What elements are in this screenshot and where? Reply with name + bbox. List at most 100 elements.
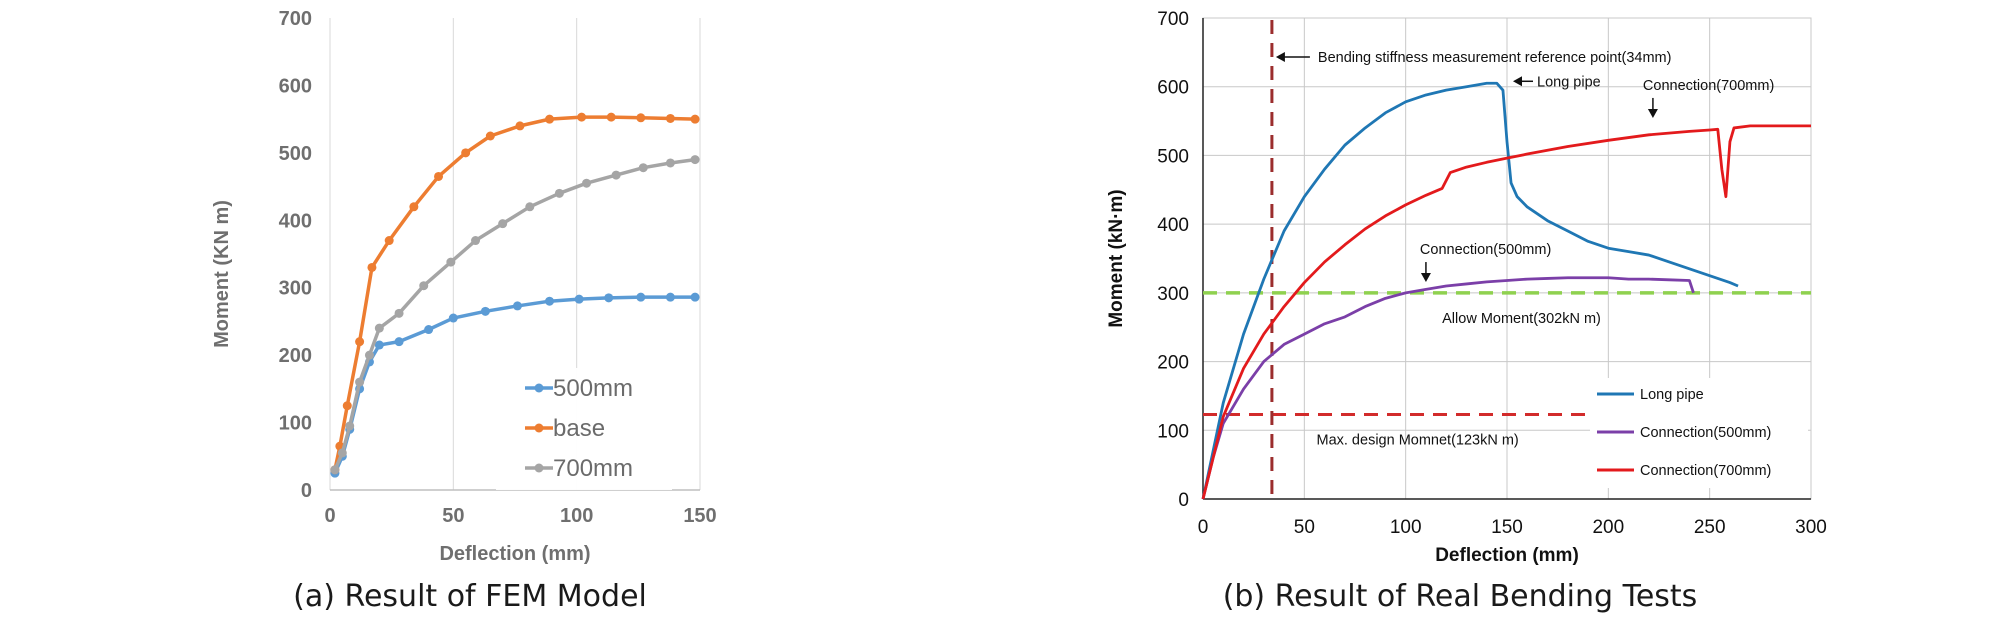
y-tick-label: 100 (279, 413, 312, 435)
data-point (342, 401, 352, 411)
series-line-connection-700mm- (1201, 124, 1811, 500)
x-tick-label: 50 (442, 505, 464, 527)
annotation-arrowhead (1275, 52, 1285, 62)
annotation-arrowhead (1647, 108, 1658, 118)
data-point (665, 113, 675, 123)
y-tick-label: 200 (1157, 353, 1189, 374)
legend-marker (534, 463, 544, 473)
legend-marker (534, 423, 544, 433)
annotation-arrowhead (1420, 273, 1431, 283)
legend-label: 700mm (553, 455, 633, 482)
data-point (582, 178, 592, 188)
legend-marker (534, 383, 544, 393)
fem-chart: 0 50 100 150 0 100 200 300 400 500 600 700 Deflectio… (211, 8, 717, 565)
data-point (636, 292, 646, 302)
data-point (525, 202, 535, 212)
bending-test-chart: 0 50 100 150 200 250 300 0 100 200 300 400 500 600 700… (1106, 9, 1827, 566)
series-line-700mm (333, 157, 696, 471)
x-tick-label: 100 (560, 505, 593, 527)
data-point (577, 112, 587, 122)
y-tick-label: 300 (1157, 284, 1189, 305)
legend-label: Long pipe (1640, 387, 1704, 403)
legend-label: base (553, 415, 605, 442)
y-tick-label: 700 (279, 8, 312, 30)
data-point (545, 114, 555, 124)
y-tick-label: 600 (279, 75, 312, 97)
data-point (606, 112, 616, 122)
data-point (409, 202, 419, 212)
fem-chart-caption: (a) Result of FEM Model (293, 579, 647, 614)
data-point (485, 131, 495, 141)
connection-500-annotation: Connection(500mm) (1420, 242, 1551, 258)
y-tick-label: 0 (301, 480, 312, 502)
data-point (448, 313, 458, 323)
y-axis-label: Moment (KN m) (211, 200, 233, 348)
series-line-connection-500mm- (1201, 276, 1695, 500)
x-tick-label: 50 (1294, 517, 1315, 538)
data-point (374, 340, 384, 350)
max-design-moment-label: Max. design Momnet(123kN m) (1316, 432, 1518, 448)
data-point (638, 163, 648, 173)
data-point (554, 188, 564, 198)
data-point (364, 350, 374, 360)
data-point (446, 257, 456, 267)
data-point (471, 236, 481, 246)
y-tick-label: 600 (1157, 78, 1189, 99)
y-tick-label: 300 (279, 278, 312, 300)
data-point (345, 421, 355, 431)
data-point (434, 171, 444, 181)
legend-label: 500mm (553, 375, 633, 402)
data-point (512, 301, 522, 311)
legend-label: Connection(700mm) (1640, 463, 1771, 479)
data-point (515, 121, 525, 131)
legend: Long pipe Connection(500mm) Connection(700… (1590, 378, 1808, 488)
data-point (355, 377, 365, 387)
x-tick-label: 150 (683, 505, 716, 527)
data-point (374, 323, 384, 333)
y-tick-label: 400 (1157, 215, 1189, 236)
x-tick-label: 0 (1198, 517, 1209, 538)
legend-label: Connection(500mm) (1640, 425, 1771, 441)
connection-700-annotation: Connection(700mm) (1643, 78, 1774, 94)
y-tick-label: 200 (279, 345, 312, 367)
x-tick-label: 100 (1390, 517, 1422, 538)
bending-chart-caption: (b) Result of Real Bending Tests (1223, 579, 1698, 614)
x-tick-label: 200 (1592, 517, 1624, 538)
x-axis-label: Deflection (mm) (439, 543, 590, 565)
bending-reference-label: Bending stiffness measurement reference … (1318, 50, 1672, 66)
data-point (480, 306, 490, 316)
x-tick-label: 250 (1694, 517, 1726, 538)
legend: 500mm base 700mm (496, 368, 672, 490)
data-point (394, 308, 404, 318)
data-point (690, 155, 700, 165)
data-point (367, 262, 377, 272)
y-tick-label: 100 (1157, 421, 1189, 442)
annotation-arrowhead (1513, 76, 1522, 87)
data-point (419, 281, 429, 291)
x-axis-label: Deflection (mm) (1435, 545, 1579, 566)
y-tick-label: 700 (1157, 9, 1189, 30)
data-point (545, 296, 555, 306)
y-tick-label: 400 (279, 210, 312, 232)
data-point (611, 170, 621, 180)
series-line-long-pipe (1201, 81, 1739, 500)
data-point (690, 292, 700, 302)
data-point (424, 325, 434, 335)
data-point (636, 113, 646, 123)
data-point (498, 219, 508, 229)
x-tick-label: 0 (324, 505, 335, 527)
long-pipe-annotation: Long pipe (1537, 74, 1601, 90)
y-tick-label: 500 (1157, 146, 1189, 167)
data-point (330, 465, 340, 475)
data-point (461, 148, 471, 158)
y-axis-label: Moment (kN·m) (1106, 189, 1127, 327)
data-point (690, 114, 700, 124)
data-point (355, 337, 365, 347)
x-tick-label: 150 (1491, 517, 1523, 538)
data-point (384, 236, 394, 246)
data-point (394, 337, 404, 347)
y-tick-label: 500 (279, 143, 312, 165)
allow-moment-label: Allow Moment(302kN m) (1442, 311, 1601, 327)
data-point (604, 293, 614, 303)
